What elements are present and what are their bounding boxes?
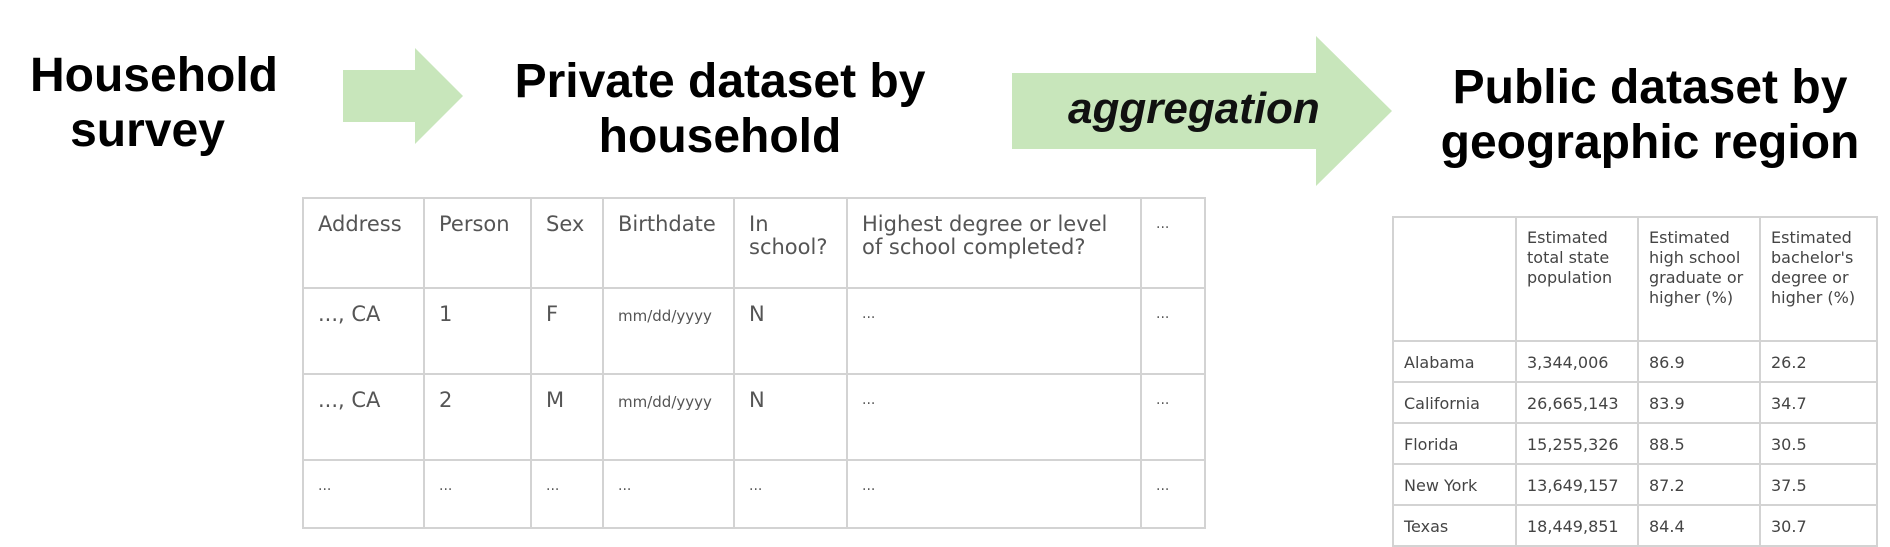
column-header: Address — [302, 197, 425, 289]
table-cell: ... — [846, 287, 1142, 375]
table-cell: ... — [1140, 459, 1206, 529]
table-row: Alabama 3,344,006 86.9 26.2 — [1392, 340, 1878, 383]
table-cell: 15,255,326 — [1515, 422, 1639, 465]
table-cell: 26.2 — [1759, 340, 1878, 383]
table-cell: ... — [1140, 373, 1206, 461]
public-dataset-heading: Public dataset by geographic region — [1420, 60, 1880, 170]
aggregation-label: aggregation — [1068, 84, 1320, 133]
aggregation-arrow — [1012, 36, 1392, 186]
table-cell: ... — [733, 459, 848, 529]
table-cell: 30.5 — [1759, 422, 1878, 465]
table-row: ..., CA 1 F mm/dd/yyyy N ... ... — [302, 287, 1206, 375]
table-cell: ..., CA — [302, 287, 425, 375]
table-cell: 88.5 — [1637, 422, 1761, 465]
column-header — [1392, 216, 1517, 342]
table-row: California 26,665,143 83.9 34.7 — [1392, 381, 1878, 424]
table-cell: 83.9 — [1637, 381, 1761, 424]
table-cell: 37.5 — [1759, 463, 1878, 506]
table-header-row: Address Person Sex Birthdate In school? … — [302, 197, 1206, 289]
column-header: Birthdate — [602, 197, 735, 289]
table-cell: 13,649,157 — [1515, 463, 1639, 506]
table-header-row: Estimated total state population Estimat… — [1392, 216, 1878, 342]
private-dataset-heading: Private dataset by household — [500, 54, 940, 164]
table-row: ... ... ... ... ... ... ... — [302, 459, 1206, 529]
survey-to-private-arrow — [343, 48, 463, 144]
heading-line: Public dataset by — [1452, 61, 1848, 114]
table-cell: 1 — [423, 287, 532, 375]
table-cell: 30.7 — [1759, 504, 1878, 547]
column-header: ... — [1140, 197, 1206, 289]
arrow-shape — [343, 48, 463, 144]
column-header: Highest degree or level of school comple… — [846, 197, 1142, 289]
household-survey-heading: Household survey — [30, 48, 278, 158]
table-cell: 26,665,143 — [1515, 381, 1639, 424]
table-cell: M — [530, 373, 604, 461]
table-cell: mm/dd/yyyy — [602, 373, 735, 461]
table-cell: N — [733, 287, 848, 375]
table-cell: Alabama — [1392, 340, 1517, 383]
table-cell: ... — [423, 459, 532, 529]
table-cell: 86.9 — [1637, 340, 1761, 383]
table-cell: 3,344,006 — [1515, 340, 1639, 383]
table-cell: 84.4 — [1637, 504, 1761, 547]
table-cell: Texas — [1392, 504, 1517, 547]
table-row: Texas 18,449,851 84.4 30.7 — [1392, 504, 1878, 547]
heading-line: household — [598, 110, 842, 163]
table-cell: ... — [846, 459, 1142, 529]
public-dataset-table: Estimated total state population Estimat… — [1392, 216, 1878, 547]
table-cell: N — [733, 373, 848, 461]
table-cell: ... — [602, 459, 735, 529]
table-cell: ..., CA — [302, 373, 425, 461]
table-row: New York 13,649,157 87.2 37.5 — [1392, 463, 1878, 506]
table-row: Florida 15,255,326 88.5 30.5 — [1392, 422, 1878, 465]
private-dataset-table: Address Person Sex Birthdate In school? … — [302, 197, 1206, 529]
column-header: In school? — [733, 197, 848, 289]
heading-line: Household — [30, 49, 278, 102]
table-cell: ... — [530, 459, 604, 529]
column-header: Estimated high school graduate or higher… — [1637, 216, 1761, 342]
table-cell: ... — [846, 373, 1142, 461]
table-cell: 34.7 — [1759, 381, 1878, 424]
table-cell: Florida — [1392, 422, 1517, 465]
heading-line: survey — [70, 104, 225, 157]
heading-line: geographic region — [1440, 116, 1860, 169]
table-cell: 87.2 — [1637, 463, 1761, 506]
table-cell: 2 — [423, 373, 532, 461]
column-header: Estimated bachelor's degree or higher (%… — [1759, 216, 1878, 342]
heading-line: Private dataset by — [514, 55, 926, 108]
table-cell: 18,449,851 — [1515, 504, 1639, 547]
table-row: ..., CA 2 M mm/dd/yyyy N ... ... — [302, 373, 1206, 461]
column-header: Estimated total state population — [1515, 216, 1639, 342]
table-cell: New York — [1392, 463, 1517, 506]
arrow-shape — [1012, 36, 1392, 186]
table-cell: California — [1392, 381, 1517, 424]
table-cell: mm/dd/yyyy — [602, 287, 735, 375]
table-cell: ... — [1140, 287, 1206, 375]
column-header: Sex — [530, 197, 604, 289]
column-header: Person — [423, 197, 532, 289]
table-cell: ... — [302, 459, 425, 529]
table-cell: F — [530, 287, 604, 375]
